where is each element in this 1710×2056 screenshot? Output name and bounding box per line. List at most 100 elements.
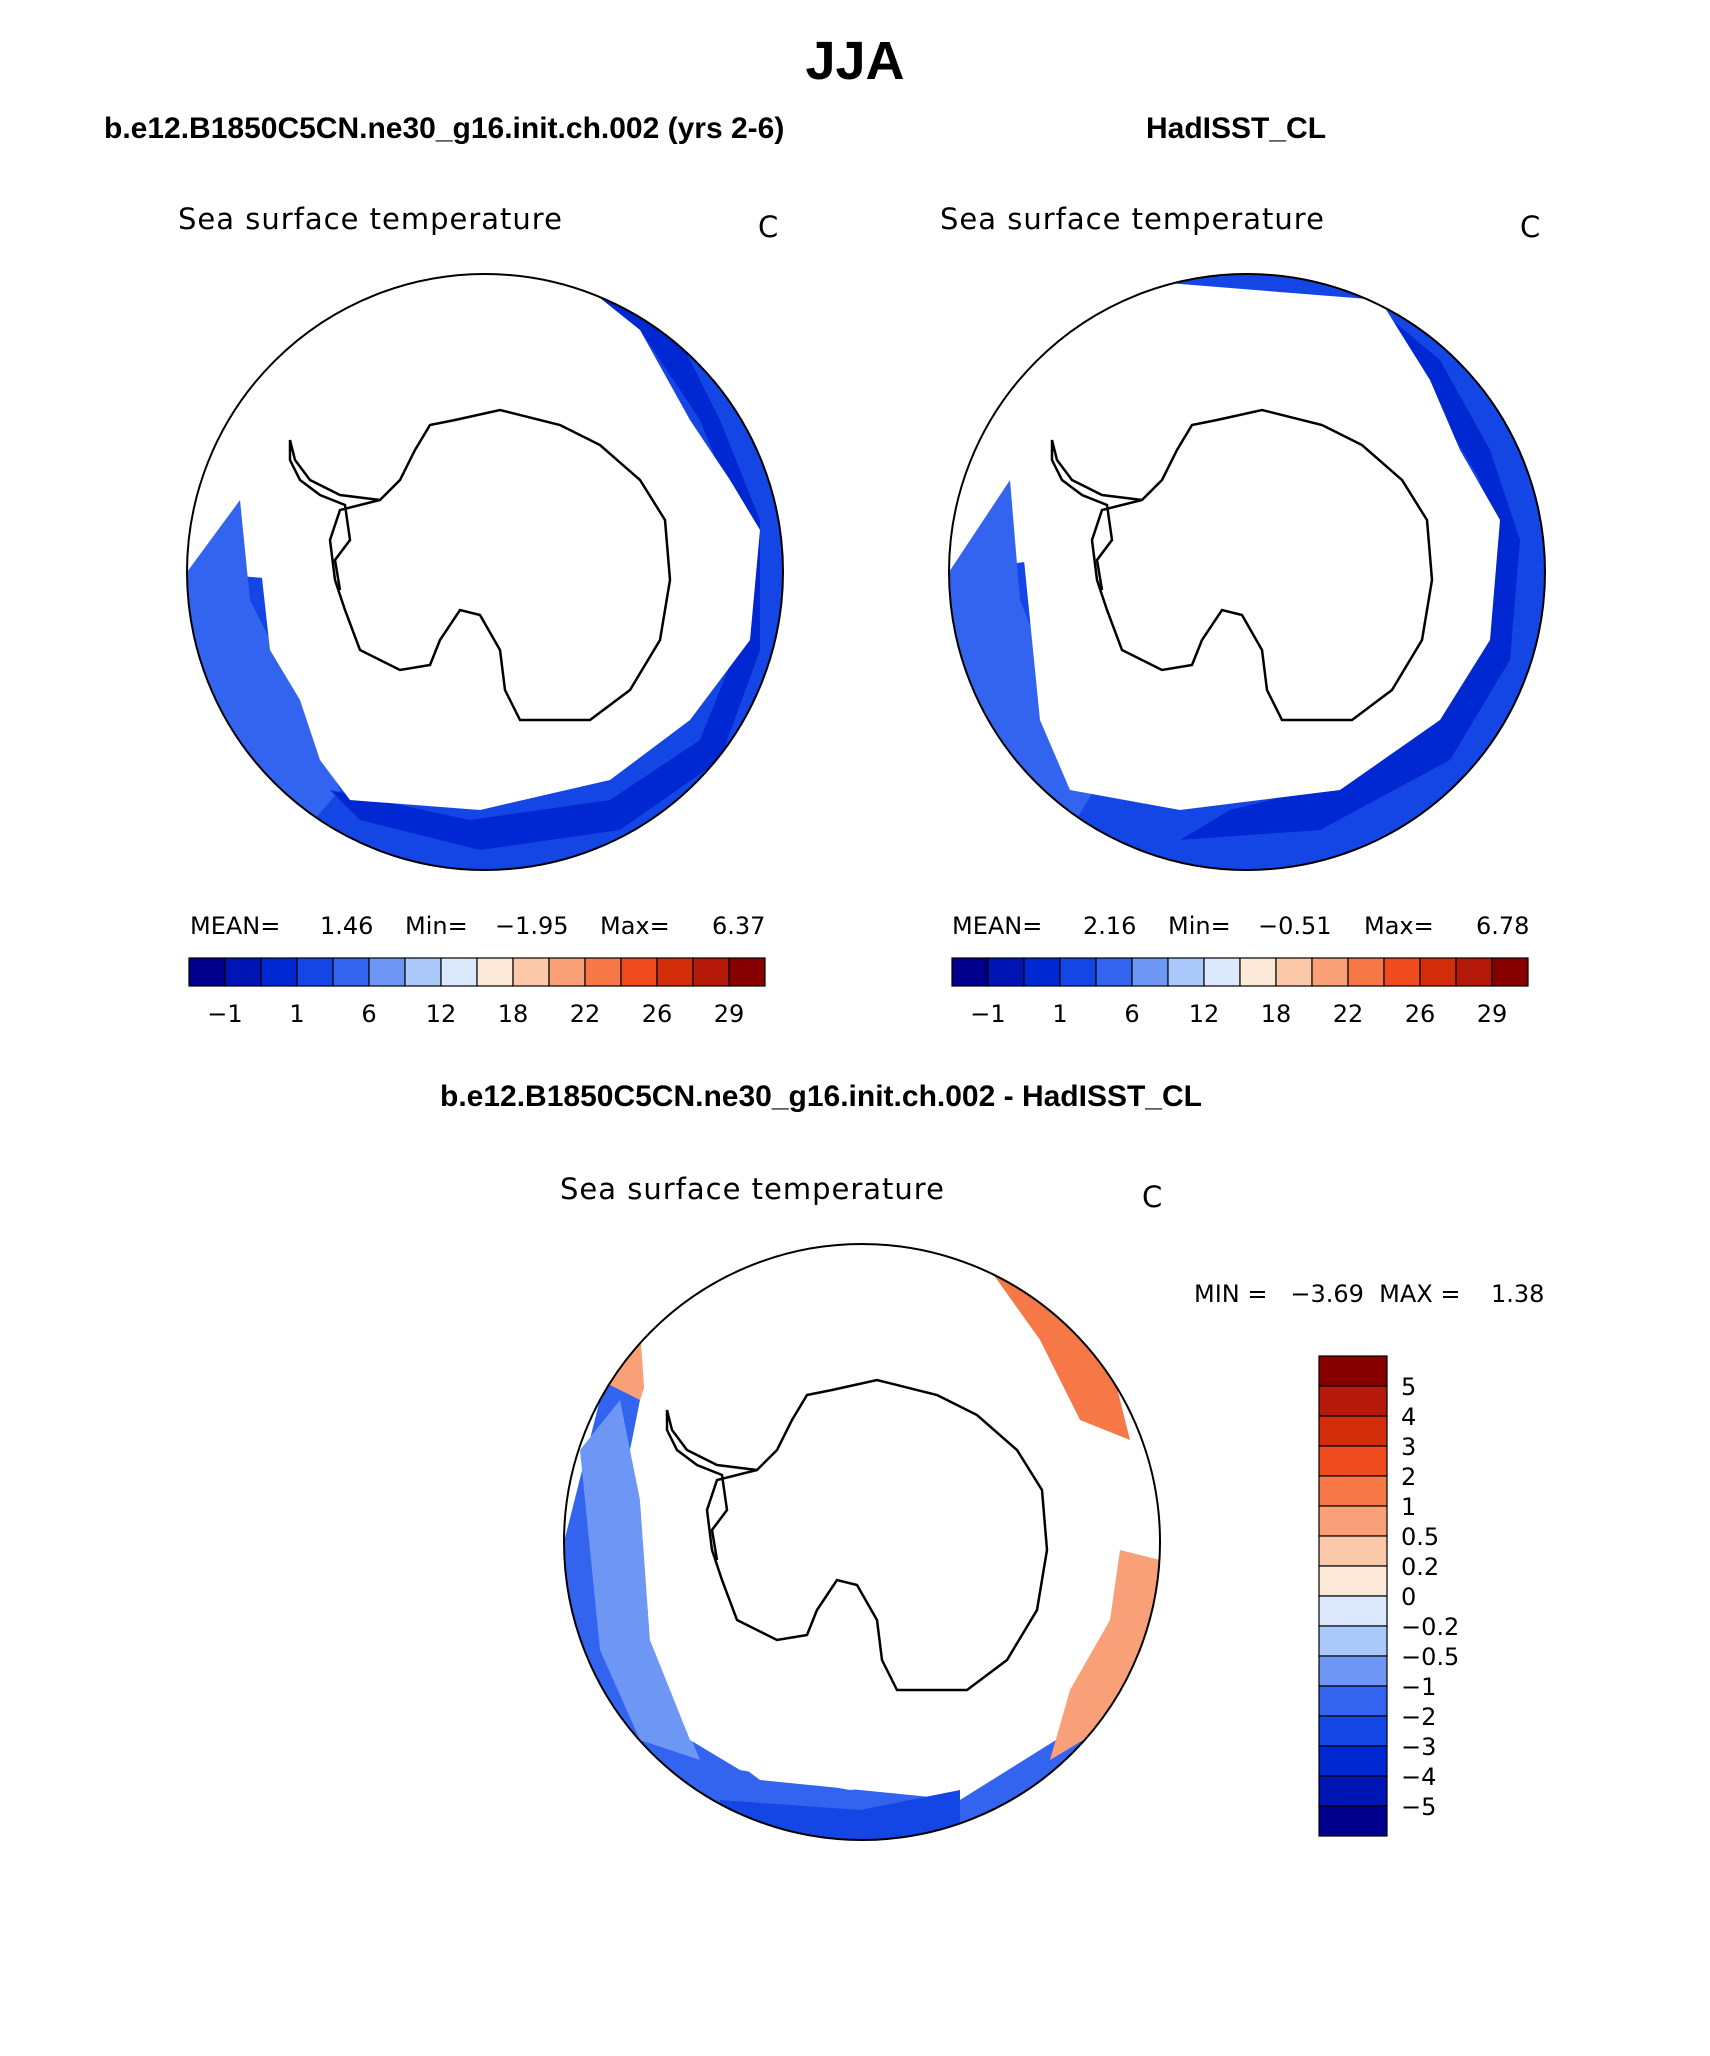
diff-colorbar-swatch [1318,1715,1388,1747]
panel1-colorbar-tick-label: 18 [498,1000,529,1028]
diff-colorbar-tick-label: −0.2 [1401,1613,1459,1641]
panel2-ice-region [1020,280,1500,810]
panel1-colorbar-swatch [656,957,694,987]
panel1-colorbar-swatch [260,957,298,987]
panel1-colorbar-swatch [440,957,478,987]
panel2-colorbar-tick-label: −1 [970,1000,1005,1028]
panel1-mean-value: 1.46 [320,912,374,940]
diff-colorbar-tick-label: −3 [1401,1733,1436,1761]
panel2-colorbar-tick-label: 6 [1124,1000,1139,1028]
panel1-min-label: Min= [405,912,468,940]
panel2-colorbar-tick-label: 18 [1261,1000,1292,1028]
panel1-colorbar-swatch [548,957,586,987]
diff-colorbar-swatch [1318,1745,1388,1777]
panel1-colorbar-swatch [728,957,766,987]
panel2-antarctica-coastline [1090,408,1434,722]
panel1-mean-label: MEAN= [190,912,281,940]
panel1-colorbar-swatch [476,957,514,987]
diff-colorbar-swatch [1318,1655,1388,1687]
diff-colorbar-tick-label: −2 [1401,1703,1436,1731]
diff-colorbar-swatch [1318,1535,1388,1567]
diff-colorbar-swatch [1318,1505,1388,1537]
diff-colorbar-tick-label: 1 [1401,1493,1416,1521]
panel2-max-label: Max= [1364,912,1434,940]
panel1-colorbar-swatch [332,957,370,987]
diff-variable-label: Sea surface temperature [560,1172,945,1206]
diff-colorbar-swatch [1318,1385,1388,1417]
panel1-min-value: −1.95 [495,912,569,940]
panel1-colorbar-swatch [584,957,622,987]
panel2-colorbar-tick-label: 29 [1477,1000,1508,1028]
panel1-colorbar-tick-label: 12 [426,1000,457,1028]
panel2-colorbar-swatch [987,957,1025,987]
panel2-colorbar-swatch [1167,957,1205,987]
panel1-sst-band-light [187,500,340,830]
diff-colorbar-tick-label: 0.5 [1401,1523,1439,1551]
diff-colorbar-swatch [1318,1355,1388,1387]
panel2-max-value: 6.78 [1476,912,1530,940]
diff-colorbar-tick-label: −5 [1401,1793,1436,1821]
panel2-colorbar-swatch [1383,957,1421,987]
diff-colorbar-swatch [1318,1595,1388,1627]
panel2-colorbar-tick-label: 22 [1333,1000,1364,1028]
diff-colorbar-tick-label: −4 [1401,1763,1436,1791]
diff-colorbar-tick-label: 4 [1401,1403,1416,1431]
panel1-peninsula-coastline [288,439,381,591]
panel2-colorbar-tick-label: 12 [1189,1000,1220,1028]
panel2-case-title: HadISST_CL [1146,112,1327,145]
diff-orange-patch-ne [990,1270,1130,1440]
panel1-colorbar-tick-label: 26 [642,1000,673,1028]
diff-colorbar-swatch [1318,1685,1388,1717]
panel1-variable-label: Sea surface temperature [178,202,563,236]
diff-peninsula-coastline [665,1409,758,1561]
panel2-colorbar-swatch [1491,957,1529,987]
panel1-ice-region [260,274,760,810]
panel2-mean-value: 2.16 [1083,912,1137,940]
diff-colorbar-tick-label: 3 [1401,1433,1416,1461]
diff-colorbar-tick-label: 2 [1401,1463,1416,1491]
panel2-units-label: C [1520,210,1542,244]
diff-colorbar-tick-label: 5 [1401,1373,1416,1401]
diff-case-title: b.e12.B1850C5CN.ne30_g16.init.ch.002 - H… [440,1080,1202,1113]
panel2-peninsula-coastline [1050,439,1143,591]
diff-range-text: MIN = −3.69 MAX = 1.38 [1194,1280,1545,1308]
panel1-colorbar-tick-label: −1 [207,1000,242,1028]
panel1-units-label: C [758,210,780,244]
panel2-colorbar-swatch [1023,957,1061,987]
diff-colorbar-swatch [1318,1565,1388,1597]
diff-units-label: C [1142,1180,1164,1214]
panel1-colorbar-swatch [296,957,334,987]
page-title: JJA [805,31,905,91]
diff-colorbar-swatch [1318,1625,1388,1657]
diff-orange-patch-se [1050,1550,1160,1760]
diff-colorbar-tick-label: 0.2 [1401,1553,1439,1581]
panel1-colorbar-swatch [692,957,730,987]
panel2-mean-label: MEAN= [952,912,1043,940]
diff-colorbar-swatch [1318,1445,1388,1477]
panel2-min-value: −0.51 [1258,912,1332,940]
panel1-colorbar-swatch [512,957,550,987]
panel1-colorbar-tick-label: 22 [570,1000,601,1028]
panel2-variable-label: Sea surface temperature [940,202,1325,236]
panel1-case-title: b.e12.B1850C5CN.ne30_g16.init.ch.002 (yr… [104,112,785,145]
panel1-antarctica-coastline [328,408,672,722]
panel2-colorbar-tick-label: 1 [1052,1000,1067,1028]
diff-colorbar-swatch [1318,1805,1388,1837]
panel2-colorbar-swatch [1131,957,1169,987]
panel1-max-label: Max= [600,912,670,940]
panel1-colorbar-swatch [188,957,226,987]
diff-antarctica-coastline [705,1378,1049,1692]
panel2-colorbar-tick-label: 26 [1405,1000,1436,1028]
panel2-min-label: Min= [1168,912,1231,940]
diff-colorbar-tick-label: −0.5 [1401,1643,1459,1671]
diff-light-blue-patch [580,1400,700,1760]
diff-colorbar-swatch [1318,1415,1388,1447]
diff-colorbar-swatch [1318,1475,1388,1507]
panel2-colorbar-swatch [1239,957,1277,987]
